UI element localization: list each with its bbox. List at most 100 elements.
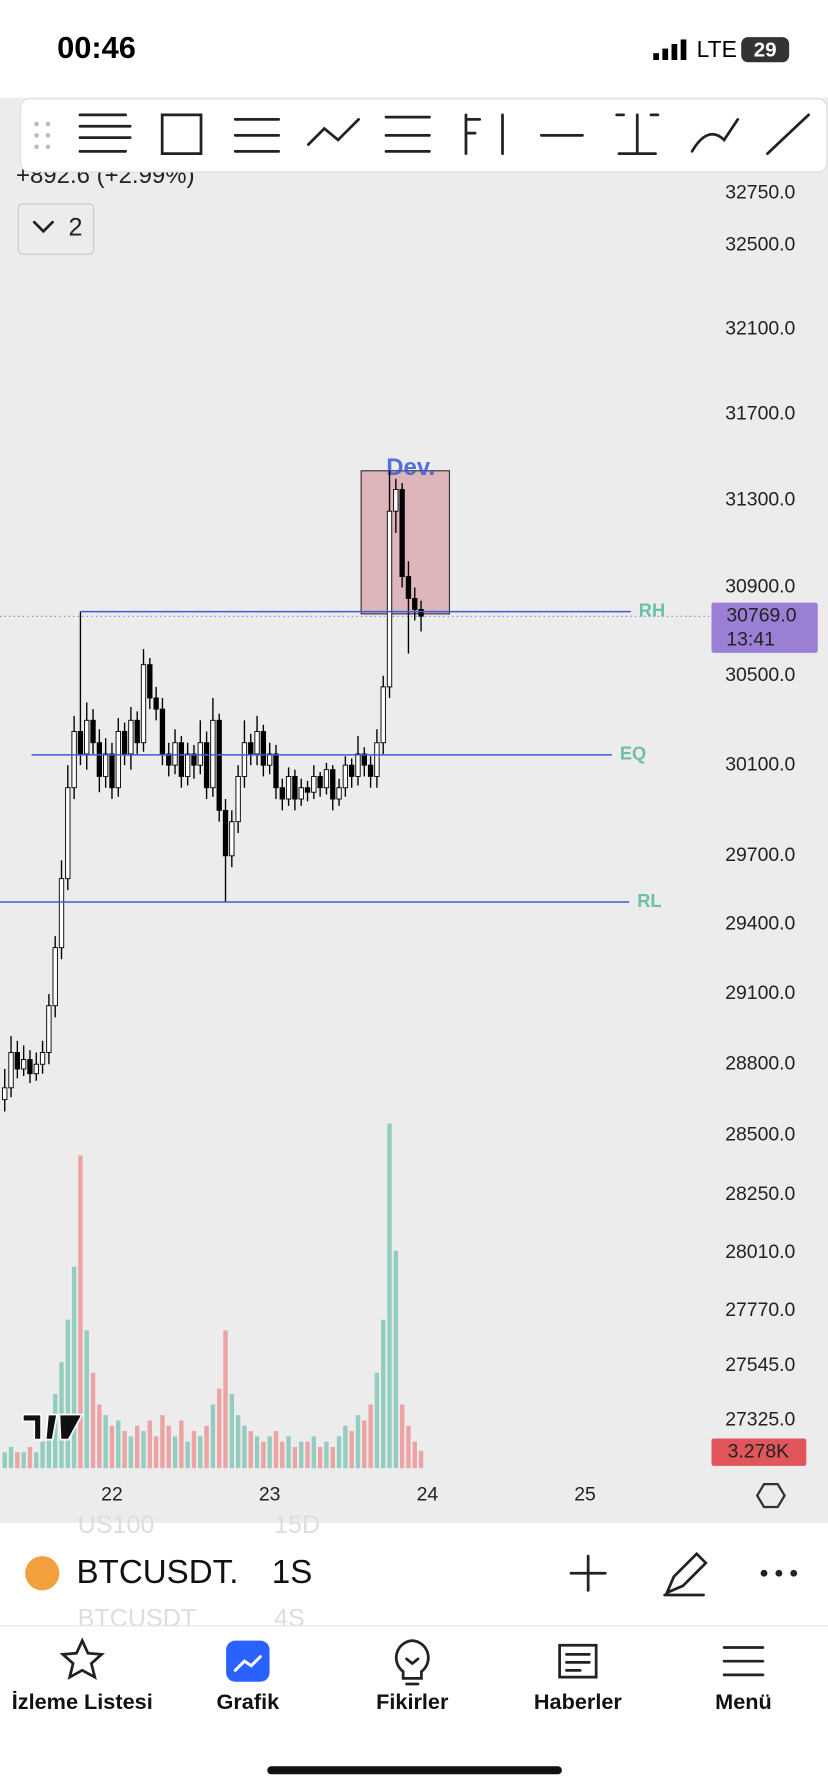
y-tick-label: 32500.0 bbox=[725, 234, 795, 256]
candle-body bbox=[241, 742, 248, 777]
volume-bar bbox=[393, 1250, 399, 1469]
candle-body bbox=[367, 764, 374, 777]
tool-measure[interactable] bbox=[615, 113, 660, 156]
tab-label[interactable]: Fikirler bbox=[376, 1689, 449, 1714]
candle-body bbox=[203, 742, 210, 789]
symbol[interactable]: BTCUSDT. bbox=[77, 1554, 239, 1591]
tab-icon[interactable] bbox=[226, 1640, 270, 1682]
y-tick-label: 30500.0 bbox=[725, 664, 795, 686]
last-price-badge bbox=[711, 602, 818, 653]
tab-bar bbox=[59, 1637, 765, 1686]
candle-body bbox=[374, 742, 380, 777]
candle-body bbox=[222, 809, 229, 857]
volume-bar bbox=[374, 1372, 380, 1469]
volume-bar bbox=[122, 1431, 127, 1469]
y-tick-label: 28010.0 bbox=[725, 1241, 795, 1263]
candle-body bbox=[147, 664, 153, 699]
candle-body bbox=[39, 1052, 46, 1065]
volume-bar bbox=[204, 1425, 209, 1469]
last-price-label: 30769.0 bbox=[726, 604, 796, 626]
candle-body bbox=[342, 764, 349, 789]
candle-body bbox=[399, 489, 405, 577]
interval[interactable]: 1S bbox=[272, 1554, 313, 1591]
add-button[interactable] bbox=[569, 1554, 607, 1592]
candle-body bbox=[102, 753, 109, 777]
volume-bar bbox=[216, 1388, 222, 1469]
tab-label[interactable]: Grafik bbox=[216, 1689, 280, 1714]
level-label: EQ bbox=[620, 743, 646, 764]
candle-body bbox=[330, 769, 336, 800]
volume-bar bbox=[267, 1436, 272, 1469]
volume-bar bbox=[223, 1330, 228, 1469]
tab-label[interactable]: Haberler bbox=[534, 1689, 623, 1714]
volume-bar bbox=[368, 1404, 373, 1469]
volume-bar bbox=[324, 1441, 329, 1469]
tab-icon[interactable] bbox=[722, 1646, 765, 1677]
candle-body bbox=[77, 731, 84, 755]
y-tick-label: 27770.0 bbox=[725, 1299, 795, 1321]
tab-label[interactable]: İzleme Listesi bbox=[12, 1689, 153, 1714]
volume-bar bbox=[8, 1446, 14, 1469]
candle-body bbox=[298, 787, 304, 800]
volume-bar bbox=[97, 1404, 102, 1469]
ghost-interval: 15D bbox=[274, 1511, 320, 1539]
tab-icon[interactable] bbox=[59, 1637, 105, 1680]
tool-forecast[interactable] bbox=[464, 113, 504, 156]
volume-bar bbox=[166, 1425, 171, 1469]
plot: 32750.0 32500.0 32100.0 31700.0 31300.0 30900… bbox=[0, 182, 818, 1509]
tool-rect[interactable] bbox=[160, 113, 203, 156]
volume-bar bbox=[387, 1123, 392, 1469]
volume-bar bbox=[355, 1415, 361, 1469]
volume-bar bbox=[381, 1319, 386, 1469]
chart-area bbox=[0, 97, 828, 1523]
candle-body bbox=[317, 775, 323, 789]
candle-body bbox=[109, 753, 115, 789]
volume-bar bbox=[65, 1319, 71, 1469]
volume-bar bbox=[15, 1452, 20, 1469]
volume-bar bbox=[273, 1431, 279, 1469]
candle-body bbox=[27, 1059, 33, 1075]
volume-bar bbox=[147, 1420, 153, 1469]
x-tick-label: 23 bbox=[259, 1484, 281, 1506]
tool-path[interactable] bbox=[306, 118, 360, 146]
y-tick-label: 28250.0 bbox=[725, 1183, 795, 1205]
y-tick-label: 30900.0 bbox=[725, 576, 795, 598]
coin-icon bbox=[25, 1556, 60, 1591]
candle-body bbox=[46, 1005, 52, 1053]
tool-trendline[interactable] bbox=[766, 113, 810, 156]
candle-body bbox=[273, 753, 279, 789]
draw-button[interactable] bbox=[663, 1551, 708, 1597]
candle-body bbox=[267, 753, 273, 766]
tool-lines[interactable] bbox=[78, 113, 132, 153]
y-tick-label: 32750.0 bbox=[725, 182, 795, 204]
candle-body bbox=[84, 719, 90, 755]
y-tick-label: 31700.0 bbox=[725, 402, 795, 424]
ghost-interval: 4S bbox=[274, 1605, 305, 1633]
x-tick-label: 22 bbox=[101, 1484, 123, 1506]
volume-bar bbox=[235, 1415, 241, 1469]
volume-bar bbox=[292, 1446, 298, 1469]
indicator-toggle[interactable] bbox=[17, 203, 95, 255]
tool-brush[interactable] bbox=[690, 118, 740, 153]
candle-body bbox=[115, 731, 121, 789]
x-tick-label: 25 bbox=[574, 1484, 596, 1506]
volume-bar bbox=[134, 1425, 140, 1469]
battery-level: 29 bbox=[754, 38, 777, 61]
tab-icon[interactable] bbox=[394, 1639, 430, 1686]
candle-body bbox=[153, 697, 159, 710]
candle-body bbox=[121, 731, 128, 755]
signal-icon bbox=[653, 39, 687, 61]
volume-bar bbox=[254, 1436, 260, 1469]
tool-fib[interactable] bbox=[384, 115, 431, 153]
candle-body bbox=[418, 608, 424, 617]
tool-channel[interactable] bbox=[233, 118, 281, 153]
candle-body bbox=[355, 753, 361, 777]
volume-bar bbox=[198, 1436, 203, 1469]
tab-label[interactable]: Menü bbox=[715, 1689, 772, 1714]
candle-body bbox=[210, 719, 216, 789]
tab-icon[interactable] bbox=[558, 1643, 598, 1679]
more-button[interactable] bbox=[760, 1569, 798, 1577]
y-tick-label: 28800.0 bbox=[725, 1052, 795, 1074]
settings-icon[interactable] bbox=[755, 1483, 786, 1509]
